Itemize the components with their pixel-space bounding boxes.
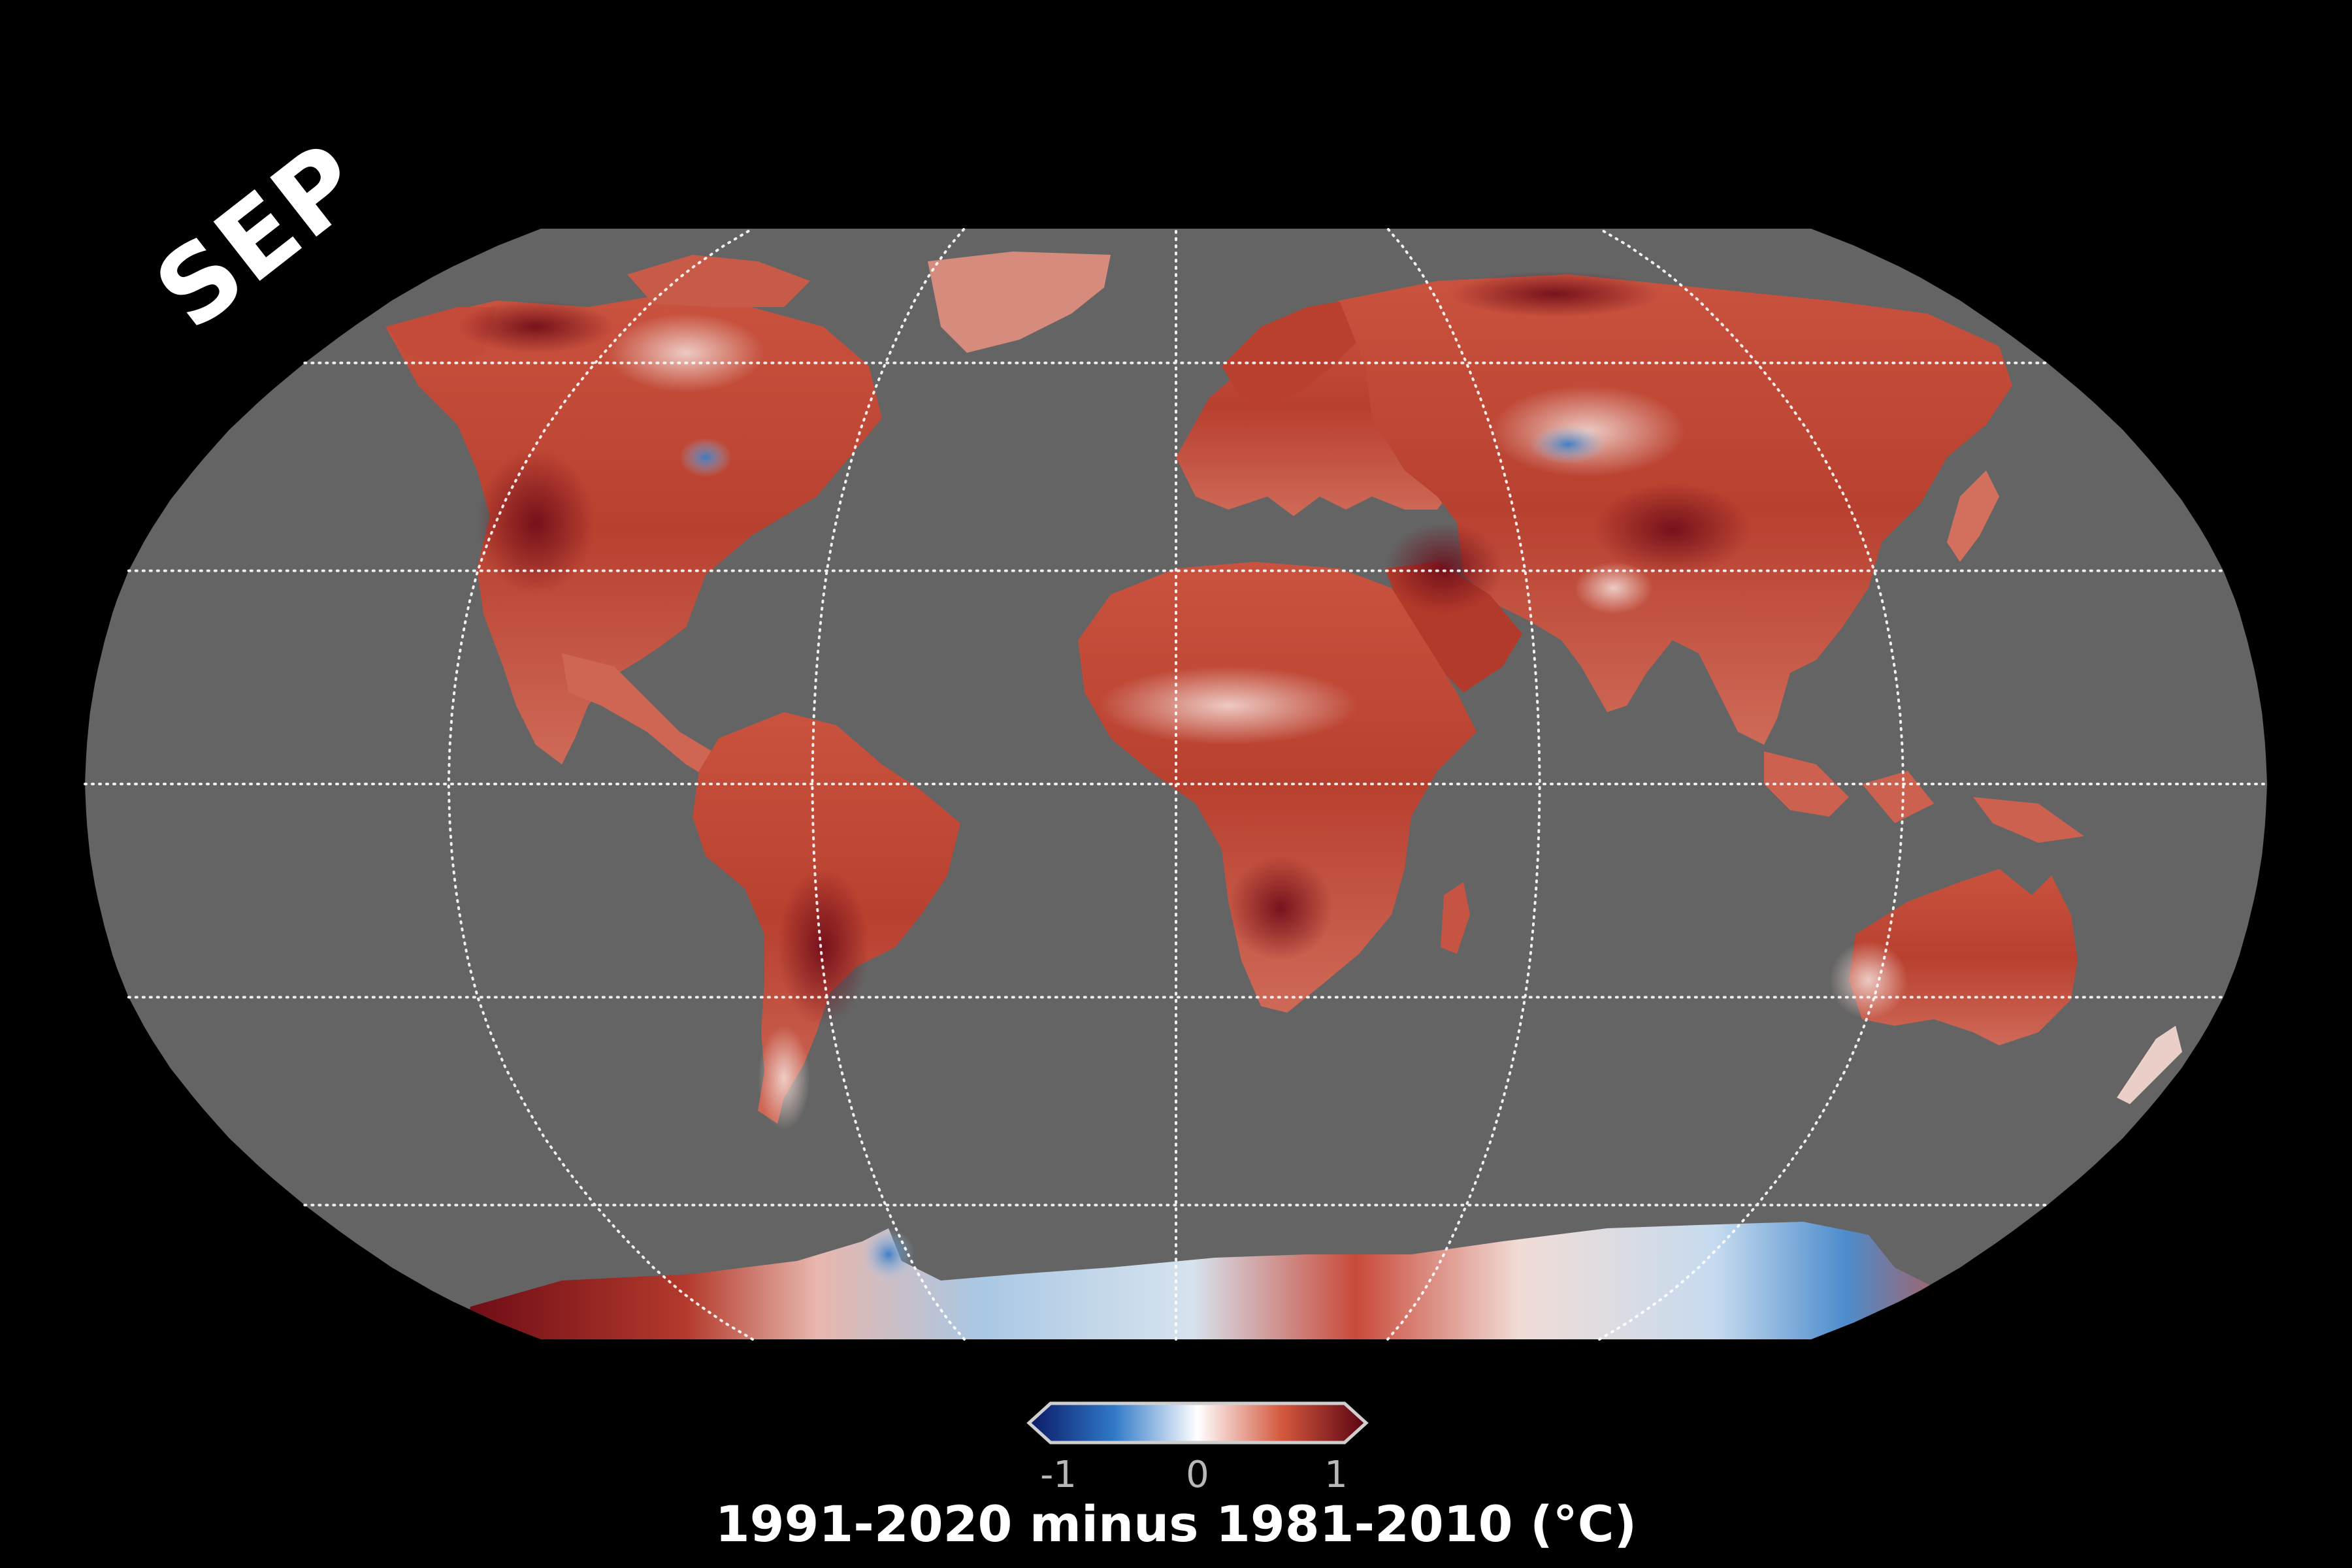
hotspot-central-asia xyxy=(1594,483,1751,575)
land-layer xyxy=(385,252,2182,1339)
continent-europe xyxy=(1176,301,1457,516)
meridian-120 xyxy=(1598,227,1905,1341)
hotspot-southern-brazil xyxy=(777,869,869,1026)
region-new-zealand xyxy=(2117,1026,2182,1104)
region-central-america xyxy=(562,653,732,784)
hotspot-siberia-north xyxy=(1450,271,1659,317)
region-madagascar xyxy=(1441,882,1470,954)
hotspot-southern-africa xyxy=(1228,856,1333,960)
colorbar-title: 1991-2020 minus 1981-2010 (°C) xyxy=(715,1495,1637,1553)
hotspot-alaska xyxy=(457,301,614,353)
colorbar-tick-min: -1 xyxy=(1040,1454,1077,1496)
cool-great-lakes xyxy=(679,438,732,477)
graticule xyxy=(84,227,2268,1341)
hotspot-western-us xyxy=(477,451,595,595)
cool-antarctic-peninsula xyxy=(862,1228,915,1281)
neutral-western-australia xyxy=(1829,941,1908,1019)
hotspot-middle-east xyxy=(1385,523,1503,614)
neutral-canada xyxy=(608,314,764,392)
colorbar-ramp xyxy=(1026,1401,1369,1445)
meridian--120 xyxy=(447,227,754,1341)
colorbar xyxy=(1026,1401,1369,1445)
region-maritime-southeast-asia xyxy=(1764,751,2084,843)
region-japan xyxy=(1947,470,1999,562)
neutral-patagonia xyxy=(758,1026,810,1130)
region-canadian-arctic xyxy=(627,255,810,307)
region-greenland xyxy=(928,252,1111,353)
colorbar-tick-max: 1 xyxy=(1324,1454,1348,1496)
continent-australia xyxy=(1849,869,2078,1045)
neutral-sahel xyxy=(1098,666,1359,745)
continent-north-america xyxy=(385,294,882,764)
cool-mongolia xyxy=(1529,425,1607,464)
region-scandinavia xyxy=(1222,301,1359,405)
neutral-tibet xyxy=(1575,562,1653,614)
colorbar-tick-zero: 0 xyxy=(1186,1454,1209,1496)
